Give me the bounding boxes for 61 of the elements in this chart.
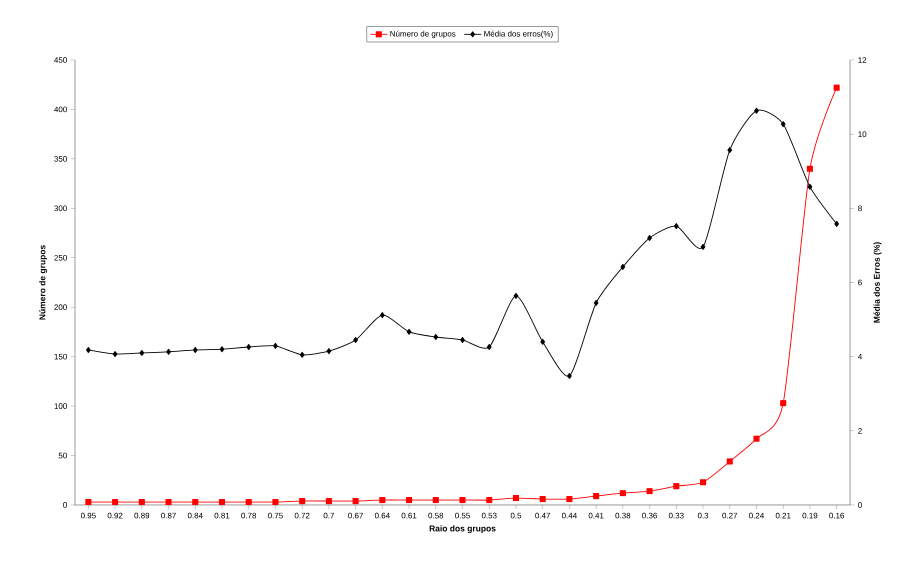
point <box>566 496 572 502</box>
point <box>540 338 546 345</box>
point <box>246 344 252 350</box>
point <box>620 490 626 496</box>
point <box>218 498 226 506</box>
point <box>272 498 278 506</box>
point <box>834 84 840 91</box>
point <box>380 312 385 318</box>
point <box>112 498 118 506</box>
point <box>85 498 92 506</box>
point <box>620 264 626 270</box>
point <box>459 496 466 504</box>
point <box>326 348 332 354</box>
point <box>726 458 733 465</box>
point <box>379 496 386 504</box>
point <box>674 223 679 230</box>
point <box>673 483 680 490</box>
point <box>299 498 306 504</box>
point <box>432 496 439 504</box>
point <box>647 234 652 242</box>
point <box>540 496 546 502</box>
point <box>593 493 600 500</box>
point <box>433 334 438 340</box>
point <box>166 348 171 355</box>
point <box>86 346 91 354</box>
point <box>138 498 145 506</box>
point <box>753 436 760 442</box>
point <box>834 220 840 227</box>
point <box>166 498 172 506</box>
point <box>192 498 198 506</box>
point <box>112 351 118 358</box>
y-axis-title: Número de grupos <box>39 245 48 320</box>
x-axis-title: Raio dos grupos <box>430 525 496 534</box>
point <box>567 372 572 379</box>
point <box>300 352 305 358</box>
y2-axis-title: Média dos Erros (%) <box>873 242 882 323</box>
point <box>139 350 144 356</box>
point <box>246 498 252 506</box>
point <box>220 346 224 352</box>
point <box>808 184 812 190</box>
point <box>806 166 813 172</box>
point <box>594 300 599 306</box>
point <box>352 498 359 504</box>
point <box>406 496 412 504</box>
point <box>406 328 412 335</box>
point <box>700 479 706 486</box>
point <box>192 346 198 354</box>
point <box>486 496 492 504</box>
point <box>326 498 332 504</box>
point <box>353 336 358 344</box>
point <box>700 244 706 250</box>
point <box>780 400 786 406</box>
point <box>780 121 786 128</box>
point <box>754 108 759 114</box>
point <box>514 292 518 299</box>
point <box>460 336 465 344</box>
point <box>512 495 519 502</box>
point <box>273 342 278 349</box>
point <box>727 147 732 154</box>
point <box>486 344 492 350</box>
point <box>646 488 653 494</box>
